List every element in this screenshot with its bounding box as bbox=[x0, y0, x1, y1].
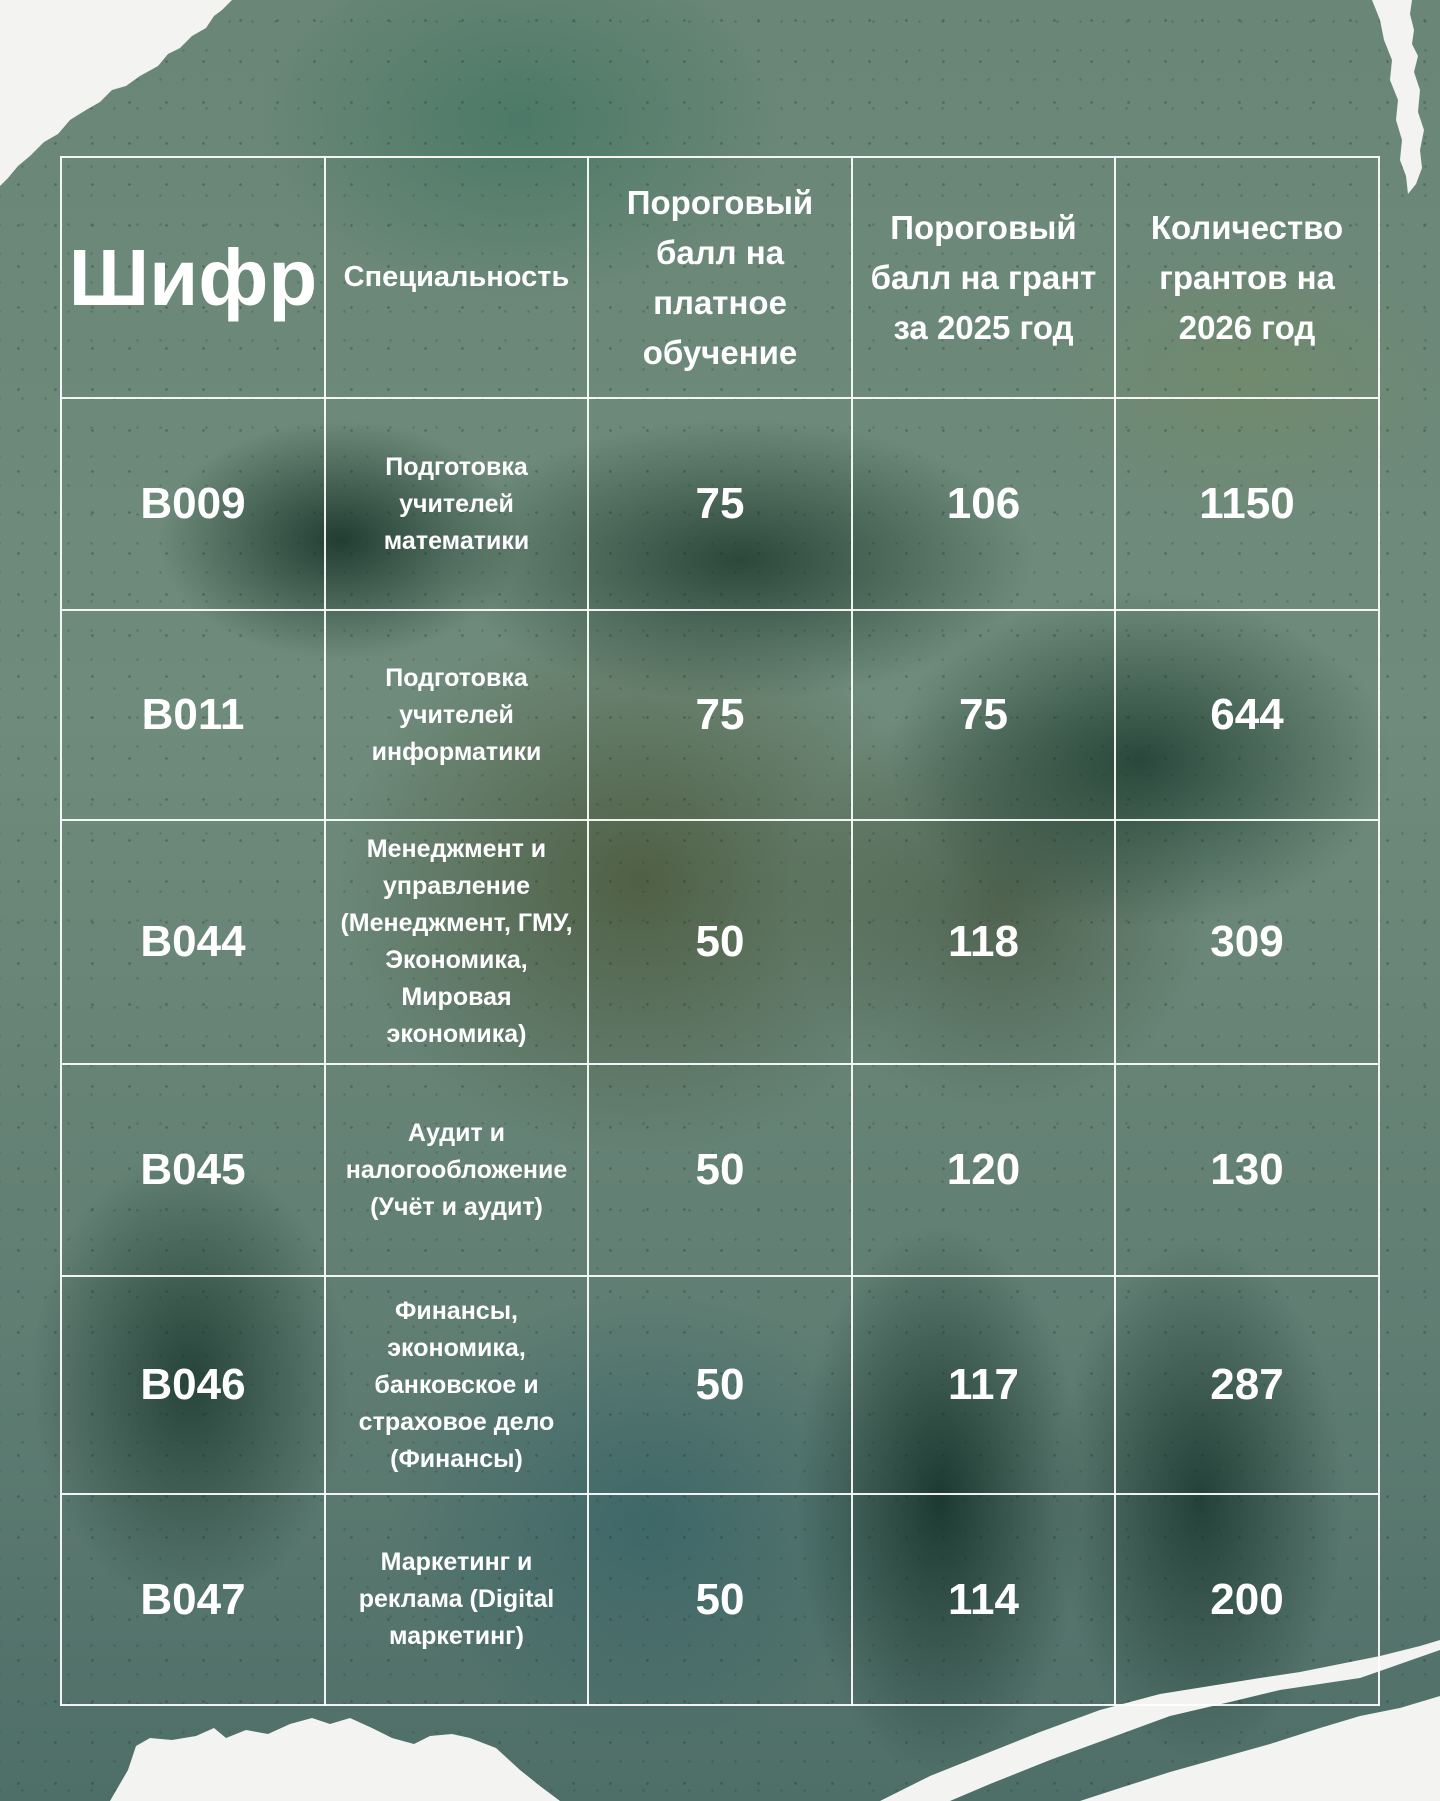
cell-paid-threshold: 75 bbox=[587, 609, 853, 821]
header-cipher: Шифр bbox=[60, 156, 326, 399]
cell-specialty: Маркетинг и реклама (Digital маркетинг) bbox=[324, 1493, 589, 1706]
cell-grants-count: 130 bbox=[1114, 1063, 1380, 1277]
cell-specialty: Подготовка учителей информатики bbox=[324, 609, 589, 821]
table-row: B011 Подготовка учителей информатики 75 … bbox=[60, 609, 1380, 821]
cell-paid-threshold: 50 bbox=[587, 1275, 853, 1495]
cell-code: B045 bbox=[60, 1063, 326, 1277]
cell-grant-threshold: 114 bbox=[851, 1493, 1116, 1706]
cell-code: B009 bbox=[60, 397, 326, 611]
cell-grant-threshold: 118 bbox=[851, 819, 1116, 1065]
cell-code: B011 bbox=[60, 609, 326, 821]
cell-grants-count: 1150 bbox=[1114, 397, 1380, 611]
cell-code: B046 bbox=[60, 1275, 326, 1495]
table-header-row: Шифр Специальность Пороговый балл на пла… bbox=[60, 156, 1380, 399]
cell-code: B044 bbox=[60, 819, 326, 1065]
cell-grants-count: 200 bbox=[1114, 1493, 1380, 1706]
cell-grant-threshold: 106 bbox=[851, 397, 1116, 611]
cell-grants-count: 287 bbox=[1114, 1275, 1380, 1495]
table-row: B047 Маркетинг и реклама (Digital маркет… bbox=[60, 1493, 1380, 1706]
cell-grants-count: 309 bbox=[1114, 819, 1380, 1065]
cell-specialty: Аудит и налогообложение (Учёт и аудит) bbox=[324, 1063, 589, 1277]
header-paid-threshold: Пороговый балл на платное обучение bbox=[587, 156, 853, 399]
cell-grant-threshold: 75 bbox=[851, 609, 1116, 821]
table-row: B046 Финансы, экономика, банковское и ст… bbox=[60, 1275, 1380, 1495]
cell-paid-threshold: 75 bbox=[587, 397, 853, 611]
cell-grants-count: 644 bbox=[1114, 609, 1380, 821]
torn-paper-top-left bbox=[0, 0, 232, 186]
cell-code: B047 bbox=[60, 1493, 326, 1706]
table-row: B009 Подготовка учителей математики 75 1… bbox=[60, 397, 1380, 611]
admission-scores-table: Шифр Специальность Пороговый балл на пла… bbox=[60, 156, 1380, 1706]
cell-specialty: Менеджмент и управление (Менеджмент, ГМУ… bbox=[324, 819, 589, 1065]
header-specialty: Специальность bbox=[324, 156, 589, 399]
cell-paid-threshold: 50 bbox=[587, 1063, 853, 1277]
cell-specialty: Подготовка учителей математики bbox=[324, 397, 589, 611]
torn-paper-top-right bbox=[1372, 0, 1424, 194]
cell-paid-threshold: 50 bbox=[587, 819, 853, 1065]
cell-paid-threshold: 50 bbox=[587, 1493, 853, 1706]
cell-specialty: Финансы, экономика, банковское и страхов… bbox=[324, 1275, 589, 1495]
cell-grant-threshold: 120 bbox=[851, 1063, 1116, 1277]
table-row: B045 Аудит и налогообложение (Учёт и ауд… bbox=[60, 1063, 1380, 1277]
cell-grant-threshold: 117 bbox=[851, 1275, 1116, 1495]
header-grants-2026: Количество грантов на 2026 год bbox=[1114, 156, 1380, 399]
table-row: B044 Менеджмент и управление (Менеджмент… bbox=[60, 819, 1380, 1065]
header-grant-threshold-2025: Пороговый балл на грант за 2025 год bbox=[851, 156, 1116, 399]
